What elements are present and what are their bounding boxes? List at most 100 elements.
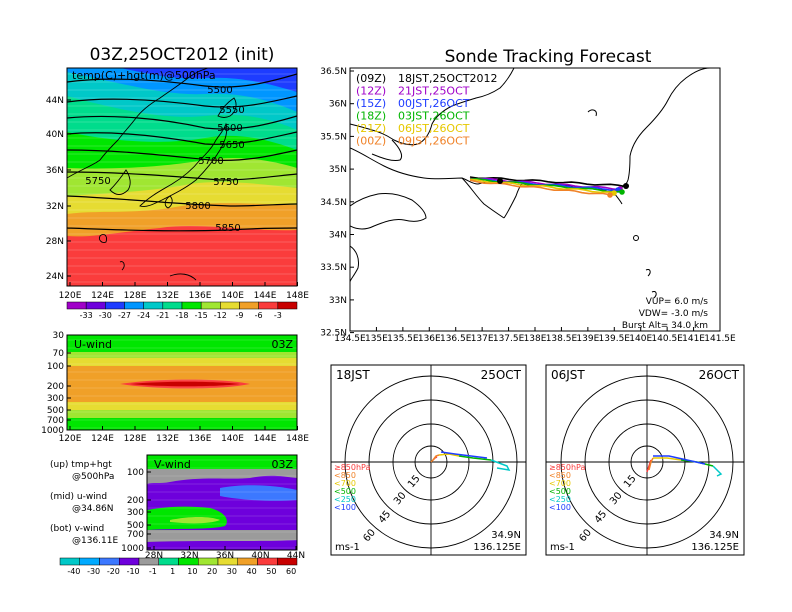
colorbar-swatch — [158, 557, 179, 566]
lon-tick-label: 132E — [156, 291, 179, 301]
lon-tick-label: 140E — [221, 434, 244, 444]
height-contours — [67, 73, 297, 232]
vwind-title: V-wind — [154, 458, 191, 471]
lat-tick-label: 36N — [216, 551, 234, 561]
lon-tick-label: 140E — [221, 291, 244, 301]
colorbar-label: 40 — [247, 567, 257, 576]
level-legend-item: <500 — [549, 487, 571, 496]
contour-label: 5850 — [215, 223, 240, 234]
colorbar-swatch — [66, 301, 87, 310]
landing-point — [623, 183, 629, 189]
polar-location-lat: 34.9N — [491, 530, 521, 541]
temperature-field — [67, 68, 297, 286]
lat-tick-label: 34N — [329, 231, 347, 241]
lon-tick-label: 120E — [59, 434, 82, 444]
polar-time-label: 06JST — [551, 368, 585, 382]
pressure-tick-label: 1000 — [41, 426, 64, 436]
burst-label: Burst Alt= 34.0 km — [622, 321, 708, 331]
colorbar-label: -20 — [107, 567, 120, 576]
forecast-title: Sonde Tracking Forecast — [445, 47, 652, 67]
launch-point — [497, 178, 503, 184]
hodograph-segment — [653, 457, 682, 461]
colorbar-label: 60 — [286, 567, 296, 576]
colorbar-label: -21 — [156, 311, 169, 320]
colorbar-label: -18 — [175, 311, 188, 320]
colorbar-swatch — [178, 557, 199, 566]
colorbar-label: -30 — [99, 311, 112, 320]
level-legend-item: <250 — [334, 495, 356, 504]
uwind-time: 03Z — [271, 338, 293, 351]
colorbar-swatch — [181, 301, 202, 310]
lon-tick-label: 132E — [156, 434, 179, 444]
colorbar-swatch — [239, 301, 259, 310]
colorbar-swatch — [138, 557, 159, 566]
lat-tick-label: 24N — [46, 272, 64, 282]
track-line — [469, 179, 611, 196]
lon-tick-label: 128E — [124, 434, 147, 444]
pressure-tick-label: 1000 — [121, 544, 144, 554]
forecast-time-label: 18JST,25OCT2012 — [398, 72, 498, 85]
vwind-time: 03Z — [271, 458, 293, 471]
track-line — [469, 176, 627, 188]
lat-tick-label: 28N — [145, 551, 163, 561]
lon-tick-label: 139.5E — [599, 334, 631, 344]
level-legend-item: <850 — [549, 471, 571, 480]
polar-location-lat: 34.9N — [709, 530, 739, 541]
hodograph-segment — [653, 455, 706, 465]
forecast-run-label: (00Z) — [356, 135, 386, 148]
pressure-tick-label: 500 — [127, 521, 144, 531]
lat-tick-label: 36N — [46, 166, 64, 176]
lon-tick-label: 124E — [91, 434, 114, 444]
forecast-map — [350, 68, 720, 331]
colorbar-label: 10 — [187, 567, 197, 576]
lat-tick-label: 33.5N — [320, 263, 347, 273]
colorbar-label: 20 — [207, 567, 217, 576]
colorbar-label: 1 — [170, 567, 175, 576]
contour-label: 5600 — [217, 123, 242, 134]
colorbar-label: -15 — [195, 311, 208, 320]
colorbar-label: -27 — [118, 311, 131, 320]
uwind-frame — [66, 334, 298, 431]
contour-label: 5550 — [219, 105, 244, 116]
pressure-tick-label: 700 — [47, 416, 64, 426]
colorbar-label: 50 — [266, 567, 276, 576]
lat-tick-label: 44N — [46, 96, 64, 106]
colorbar-label: -24 — [137, 311, 150, 320]
panel-legend: (up) tmp+hgt @500hPa (mid) u-wind @34.86… — [50, 460, 118, 546]
lon-tick-label: 128E — [124, 291, 147, 301]
lat-tick-label: 35.5N — [320, 132, 347, 142]
lon-tick-label: 136E — [418, 334, 441, 344]
uwind-title: U-wind — [74, 338, 112, 351]
level-legend-item: ≥850hPa — [549, 463, 586, 472]
level-legend-item: ≥850hPa — [334, 463, 371, 472]
colorbar-swatch — [162, 301, 183, 310]
colorbar-label: -33 — [80, 311, 93, 320]
pressure-tick-label: 300 — [47, 394, 64, 404]
level-legend-item: <100 — [334, 503, 356, 512]
contour-label: 5800 — [185, 201, 210, 212]
hodograph-segment — [648, 457, 654, 471]
left-map-title: 03Z,25OCT2012 (init) — [90, 45, 275, 65]
forecast-run-label: (12Z) — [356, 85, 386, 98]
lon-tick-label: 139E — [576, 334, 599, 344]
contour-label: 5500 — [207, 85, 232, 96]
pressure-tick-label: 700 — [127, 530, 144, 540]
lon-tick-label: 135E — [365, 334, 388, 344]
lat-tick-label: 34.5N — [320, 198, 347, 208]
hodograph-segment — [712, 465, 723, 477]
left-map-label: temp(C)+hgt(m)@500hPa — [72, 69, 216, 82]
coastlines — [67, 68, 237, 281]
pressure-tick-label: 200 — [47, 382, 64, 392]
colorbar-label: -3 — [274, 311, 282, 320]
legend-up-1: (up) tmp+hgt — [50, 460, 112, 470]
lat-tick-label: 40N — [46, 130, 64, 140]
legend-up-2: @500hPa — [72, 472, 114, 482]
pressure-tick-label: 200 — [127, 496, 144, 506]
colorbar-swatch — [277, 301, 298, 310]
lon-tick-label: 148E — [286, 434, 309, 444]
polar-time-label: 18JST — [336, 368, 370, 382]
level-legend-item: <100 — [549, 503, 571, 512]
lat-tick-label: 44N — [287, 551, 305, 561]
